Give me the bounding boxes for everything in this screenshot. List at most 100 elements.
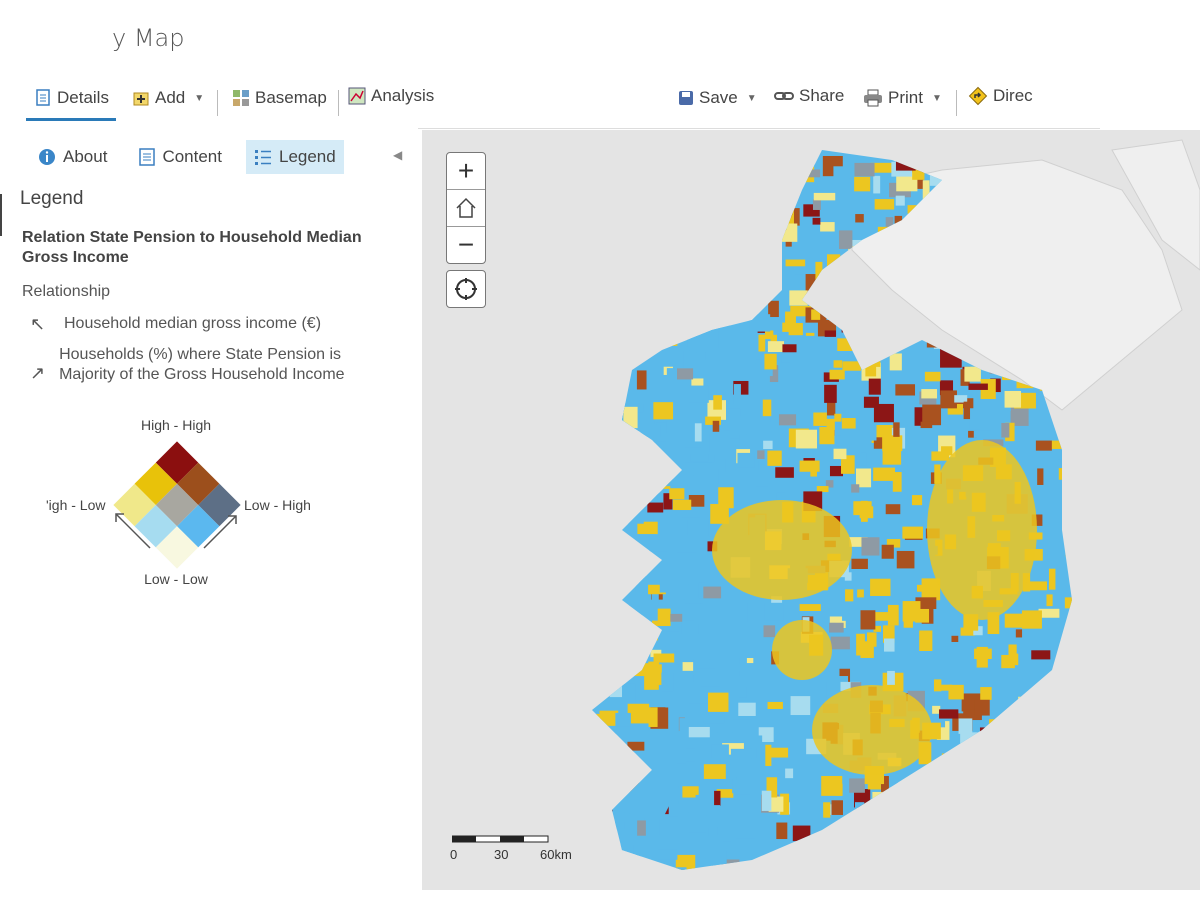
map-area xyxy=(714,790,721,806)
map-area xyxy=(963,709,982,721)
map-area xyxy=(749,735,763,749)
arrow-up-right-icon: ↗ xyxy=(30,363,46,383)
bivariate-legend-diagram: High - High 'igh - Low Low - High Low - … xyxy=(46,418,311,587)
map-area xyxy=(947,404,963,415)
details-button[interactable]: Details xyxy=(34,88,109,108)
map-area xyxy=(866,632,877,647)
var2-label: Households (%) where State Pension is Ma… xyxy=(59,346,345,383)
southwest-peninsula xyxy=(612,770,682,820)
map-area xyxy=(855,468,872,488)
map-area xyxy=(873,403,894,423)
print-button[interactable]: Print ▼ xyxy=(863,88,942,108)
map-area xyxy=(785,311,796,325)
map-area xyxy=(795,429,818,449)
map-area xyxy=(690,453,709,462)
map-area xyxy=(1021,610,1042,629)
map-area xyxy=(636,370,647,390)
map-area xyxy=(749,314,771,332)
map-area xyxy=(831,800,843,815)
directions-button[interactable]: Direc xyxy=(968,86,1033,106)
tab-content-label: Content xyxy=(162,147,222,166)
tab-content[interactable]: Content xyxy=(131,140,230,174)
map-area xyxy=(854,802,865,811)
map-area xyxy=(816,486,829,493)
map-area xyxy=(782,322,791,332)
map-area xyxy=(637,820,646,836)
save-button[interactable]: Save ▼ xyxy=(678,88,757,108)
chevron-down-icon: ▼ xyxy=(931,92,942,104)
map-area xyxy=(762,399,772,417)
map-area xyxy=(859,506,874,519)
map-area xyxy=(829,465,844,477)
tab-about[interactable]: About xyxy=(30,140,115,174)
map-area xyxy=(1004,390,1022,408)
share-button[interactable]: Share xyxy=(774,86,844,106)
map-area xyxy=(922,404,942,426)
map-area xyxy=(865,360,877,377)
map-area xyxy=(845,589,854,602)
analysis-button[interactable]: Analysis xyxy=(348,86,434,106)
collapse-panel-icon[interactable]: ◀ xyxy=(393,148,403,162)
map-area xyxy=(659,572,667,593)
map-area xyxy=(839,183,850,191)
map-area xyxy=(776,492,786,502)
map-area xyxy=(873,625,881,632)
map-area xyxy=(790,696,811,716)
map-area xyxy=(813,412,827,426)
locate-button[interactable] xyxy=(446,270,486,308)
map-area xyxy=(1031,514,1043,526)
map-area xyxy=(644,675,659,690)
map-area xyxy=(903,614,913,628)
side-panel: About Content Legend ◀ Legend Relation S… xyxy=(0,128,418,858)
share-label: Share xyxy=(799,86,845,105)
map-area xyxy=(844,572,852,581)
map-area xyxy=(813,192,836,201)
map-area xyxy=(758,727,774,743)
content-icon xyxy=(139,148,156,166)
map-area xyxy=(755,429,767,451)
locate-icon xyxy=(455,278,477,300)
map-area xyxy=(896,172,918,192)
map-area xyxy=(676,746,687,764)
map-area xyxy=(857,422,877,441)
map-area xyxy=(931,451,949,461)
zoom-in-button[interactable]: + xyxy=(447,153,485,190)
map-area xyxy=(854,176,871,192)
map-area xyxy=(824,384,837,403)
map-area xyxy=(885,217,894,236)
add-button[interactable]: Add ▼ xyxy=(132,88,204,108)
map-area xyxy=(691,378,704,388)
map-area xyxy=(861,537,880,556)
map-area xyxy=(755,651,776,659)
map-area xyxy=(651,593,659,606)
chevron-down-icon: ▼ xyxy=(194,92,205,104)
map-area xyxy=(637,521,658,535)
scale-bar-graphic xyxy=(451,835,549,843)
map-area xyxy=(868,378,881,395)
map-area xyxy=(612,821,625,830)
map-area xyxy=(684,592,704,604)
map-area xyxy=(679,718,688,736)
map-area xyxy=(881,544,894,559)
map-area xyxy=(788,323,803,336)
map-area xyxy=(922,180,930,200)
legend-low-high: Low - High xyxy=(244,497,311,513)
map-view[interactable]: + − 0 30 60km xyxy=(422,130,1200,890)
map-area xyxy=(941,446,953,456)
tab-legend[interactable]: Legend xyxy=(245,140,344,174)
home-button[interactable] xyxy=(447,190,485,227)
map-area xyxy=(663,493,673,510)
map-area xyxy=(634,403,644,413)
map-area xyxy=(676,867,687,870)
panel-tabs: About Content Legend xyxy=(30,140,344,174)
zoom-out-button[interactable]: − xyxy=(457,229,475,260)
legend-low-low: Low - Low xyxy=(144,571,209,587)
map-area xyxy=(883,625,895,643)
map-area xyxy=(737,342,756,364)
map-area xyxy=(987,612,1000,635)
map-area xyxy=(819,426,835,445)
map-area xyxy=(1035,440,1052,451)
map-area xyxy=(830,435,842,455)
map-area xyxy=(882,445,902,465)
basemap-button[interactable]: Basemap xyxy=(232,88,327,108)
